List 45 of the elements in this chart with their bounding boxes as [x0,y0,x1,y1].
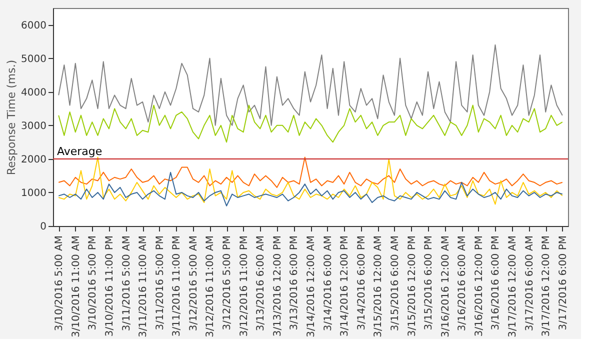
x-tick-label: 3/15/2016 12:00 PM [406,236,418,337]
x-tick-label: 3/10/2016 5:00 AM [54,236,66,332]
x-tick-label: 3/10/2016 5:00 PM [88,236,99,330]
line-series [58,156,563,205]
x-tick-label: 3/10/2016 11:00 AM [70,236,82,338]
x-tick-label: 3/15/2016 12:00 AM [373,236,384,338]
x-tick-label: 3/11/2016 5:00 AM [121,236,132,332]
y-tick-label: 1000 [21,188,46,199]
x-tick-label: 3/11/2016 11:00 AM [138,236,150,338]
x-tick-label: 3/11/2016 5:00 PM [154,236,166,330]
y-tick-label: 2000 [21,154,46,166]
line-series [58,44,563,126]
x-tick-label: 3/15/2016 6:00 PM [424,236,435,330]
x-tick-label: 3/14/2016 6:00 PM [356,236,368,330]
x-tick-label: 3/13/2016 6:00 AM [256,236,267,332]
x-tick-label: 3/14/2016 6:00 AM [322,236,334,332]
y-tick-label: 3000 [21,120,46,132]
x-tick-label: 3/12/2016 5:00 PM [222,236,234,330]
x-tick-label: 3/17/2016 6:00 PM [558,236,569,330]
x-tick-label: 3/16/2016 6:00 AM [457,236,468,332]
y-tick-label: 5000 [21,54,46,65]
line-series [58,156,563,188]
x-tick-label: 3/14/2016 12:00 AM [306,236,317,338]
x-tick-label: 3/12/2016 5:00 AM [188,236,200,332]
x-tick-label: 3/17/2016 12:00 PM [541,236,552,337]
y-tick-label: 4000 [21,87,46,98]
x-tick-label: 3/13/2016 6:00 PM [289,236,300,330]
x-tick-label: 3/16/2016 12:00 PM [474,236,485,337]
x-tick-label: 3/15/2016 6:00 AM [390,236,401,332]
line-series [58,104,563,143]
x-tick-label: 3/16/2016 6:00 PM [490,236,502,330]
x-tick-label: 3/14/2016 12:00 PM [340,236,351,337]
y-axis-title: Response Time (ms.) [5,60,18,176]
ref-line-label: Average [57,144,102,158]
line-series [58,172,563,206]
x-tick-label: 3/11/2016 11:00 PM [172,236,183,337]
x-tick-label: 3/16/2016 12:00 AM [440,236,452,338]
x-tick-label: 3/12/2016 11:00 PM [238,236,250,337]
x-tick-label: 3/13/2016 12:00 PM [272,236,284,337]
x-tick-label: 3/10/2016 11:00 PM [104,236,116,337]
x-tick-label: 3/12/2016 11:00 AM [205,236,216,338]
y-tick-label: 6000 [21,20,46,32]
x-tick-label: 3/17/2016 6:00 AM [524,236,536,332]
x-tick-label: 3/17/2016 12:00 AM [508,236,519,338]
y-tick-label: 0 [40,222,46,232]
